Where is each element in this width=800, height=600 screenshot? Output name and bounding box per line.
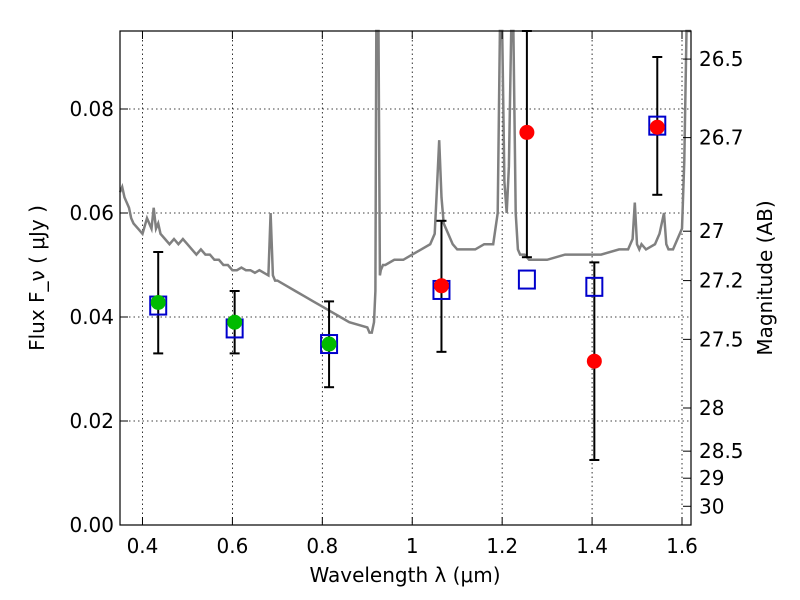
data-markers (149, 115, 667, 369)
grid (120, 31, 691, 526)
right-tick-label: 27.2 (699, 269, 744, 293)
x-tick-label: 0.6 (216, 534, 248, 558)
model-flux-square (517, 269, 536, 290)
y-tick-label: 0.06 (69, 201, 114, 225)
right-tick-label: 28.5 (699, 439, 744, 463)
right-tick-label: 28 (699, 396, 724, 420)
error-bars (153, 30, 663, 461)
plot-frame (119, 30, 692, 526)
x-tick-label: 1.6 (666, 534, 698, 558)
y-tick-label: 0.08 (69, 97, 114, 121)
right-tick-label: 30 (699, 494, 724, 518)
x-tick-label: 0.8 (306, 534, 338, 558)
detection-point-green (150, 294, 166, 310)
spectrum-series (118, 29, 691, 334)
detection-point-red (586, 353, 602, 369)
spectrum-line (118, 29, 691, 334)
detection-point-green (227, 314, 243, 330)
model-flux-square (320, 334, 339, 355)
y-tick-label: 0.00 (69, 513, 114, 537)
x-axis-label: Wavelength λ (μm) (309, 563, 500, 587)
y-tick-label: 0.02 (69, 409, 114, 433)
y-axis-right-label: Magnitude (AB) (753, 200, 777, 355)
x-tick-label: 1.2 (486, 534, 518, 558)
right-tick-label: 27.5 (699, 327, 744, 351)
right-tick-label: 26.5 (699, 47, 744, 71)
detection-point-red (433, 278, 449, 294)
x-tick-label: 1.4 (576, 534, 608, 558)
axis-ticks: 0.4 0.6 0.8 1 1.2 1.4 1.6 0.00 0.02 0.04 0.06 0.08 2… (69, 31, 744, 558)
detection-point-green (321, 336, 337, 352)
x-tick-label: 1 (406, 534, 419, 558)
detection-point-red (649, 119, 665, 135)
y-axis-label: Flux F_ν ( μJy ) (25, 205, 49, 351)
detection-point-red (519, 124, 535, 140)
right-tick-label: 27 (699, 219, 724, 243)
model-flux-square (585, 276, 604, 297)
right-tick-label: 29 (699, 466, 724, 490)
y-tick-label: 0.04 (69, 305, 114, 329)
x-tick-label: 0.4 (127, 534, 159, 558)
right-tick-label: 26.7 (699, 126, 744, 150)
